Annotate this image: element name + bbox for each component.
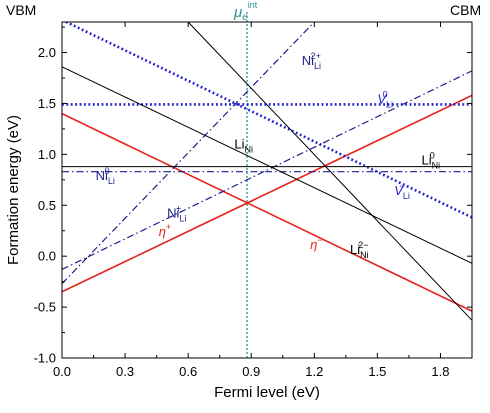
series-line-eta-plus [62,94,472,293]
y-tick-label: 2.0 [38,45,56,60]
plot-frame [61,21,473,359]
series-line-eta-minus [62,112,472,312]
ann-v-li-0: VLi0 [377,89,393,109]
ann-ni-li-plus: NiLi+ [167,203,186,223]
ann-v-li-minus: VLi− [394,181,410,201]
series-line-li-ni-2minus [187,22,472,321]
ann-li-ni-0: LiNi0 [422,151,441,171]
x-tick-label: 1.2 [305,364,323,379]
y-tick-label: 0.5 [38,198,56,213]
x-tick-label: 1.5 [368,364,386,379]
ann-li-ni-2minus: LiNi2− [350,240,369,260]
series-layer [62,22,472,321]
vbm-label: VBM [6,2,36,18]
axes-ticks: 0.0 0.3 0.6 0.9 1.2 1.5 1.8 -1.0 -0.5 0.0 0.5 1.0 1.… [34,22,472,379]
y-tick-label: 1.5 [38,96,56,111]
y-tick-label: -0.5 [34,300,56,315]
series-line-ni-li-2plus [62,22,315,285]
series-line-ni-li-plus [62,70,472,270]
y-tick-label: -1.0 [34,351,56,366]
mu-e-int-label: μeint [233,0,258,23]
x-axis-title: Fermi level (eV) [214,384,320,401]
x-tick-label: 0.0 [53,364,71,379]
cbm-label: CBM [450,2,481,18]
x-tick-label: 1.8 [431,364,449,379]
ann-ni-li-0: NiLi0 [96,166,115,186]
series-line-li-ni-minus [62,66,472,264]
ann-li-ni-minus: LiNi [234,136,253,154]
ann-eta-plus: η+ [159,222,171,239]
x-tick-label: 0.3 [116,364,134,379]
annotation-layer: η+ η− VLi0 VLi− NiLi2+ NiLi0 NiLi+ LiNi LiNi0 LiN… [96,51,441,260]
y-tick-label: 1.0 [38,147,56,162]
x-tick-label: 0.6 [179,364,197,379]
ann-ni-li-2plus: NiLi2+ [302,51,321,71]
mu-line-layer: μeint [233,0,258,358]
y-axis-title: Formation energy (eV) [5,115,22,265]
x-tick-label: 0.9 [242,364,260,379]
y-tick-label: 0.0 [38,249,56,264]
ann-eta-minus: η− [310,235,322,252]
series-line-v-li-minus [63,22,472,219]
